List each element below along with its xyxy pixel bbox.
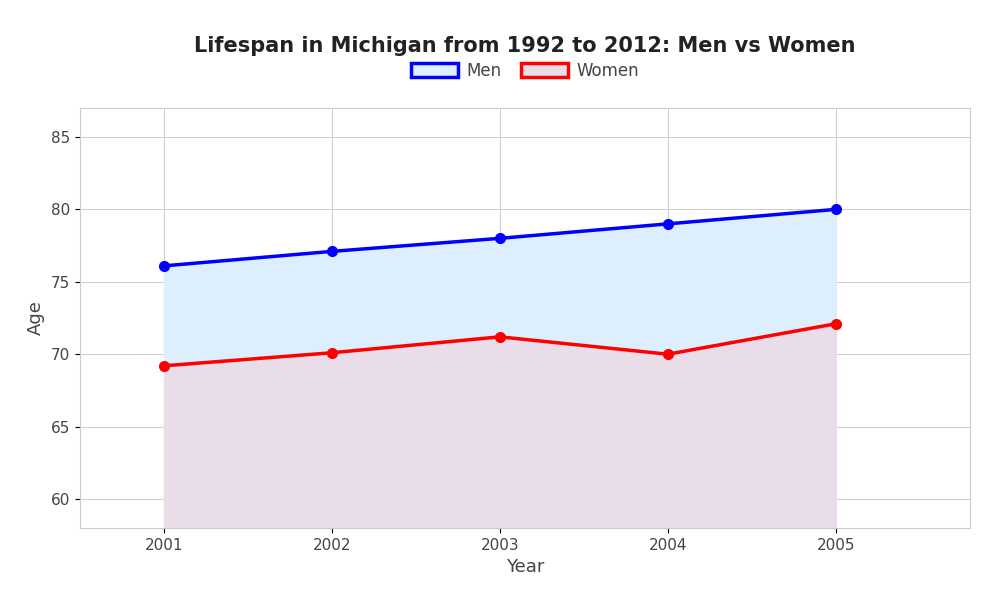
- Title: Lifespan in Michigan from 1992 to 2012: Men vs Women: Lifespan in Michigan from 1992 to 2012: …: [194, 37, 856, 56]
- X-axis label: Year: Year: [506, 558, 544, 576]
- Legend: Men, Women: Men, Women: [411, 62, 639, 80]
- Y-axis label: Age: Age: [27, 301, 45, 335]
